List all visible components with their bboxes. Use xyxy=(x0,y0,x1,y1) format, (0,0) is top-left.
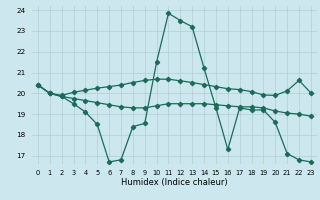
X-axis label: Humidex (Indice chaleur): Humidex (Indice chaleur) xyxy=(121,178,228,187)
